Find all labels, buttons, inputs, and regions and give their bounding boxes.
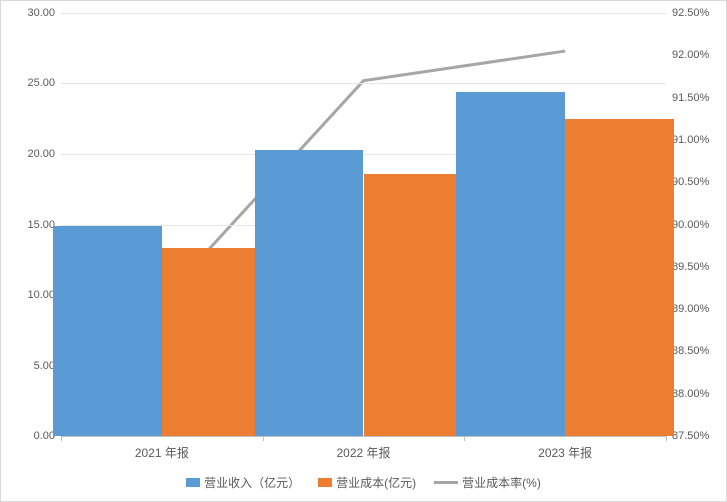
legend-label: 营业成本(亿元) xyxy=(336,474,416,491)
y-right-tick-label: 91.50% xyxy=(666,92,714,104)
x-tick xyxy=(263,436,264,441)
x-category-label: 2022 年报 xyxy=(336,436,390,461)
x-category-label: 2023 年报 xyxy=(538,436,592,461)
y-left-tick-label: 30.00 xyxy=(13,7,61,19)
grid-line xyxy=(61,83,666,84)
x-tick xyxy=(464,436,465,441)
y-right-tick-label: 92.50% xyxy=(666,7,714,19)
bar-revenue xyxy=(456,92,565,436)
bar-revenue xyxy=(255,150,364,436)
bar-cost xyxy=(565,119,674,436)
combo-chart: 0.005.0010.0015.0020.0025.0030.0087.50%8… xyxy=(0,0,727,502)
legend-label: 营业成本率(%) xyxy=(462,474,541,491)
legend-line-swatch xyxy=(434,481,458,484)
legend-item-cost_ratio: 营业成本率(%) xyxy=(434,474,541,491)
bar-revenue xyxy=(53,226,162,436)
legend: 营业收入（亿元） 营业成本(亿元) 营业成本率(%) xyxy=(1,474,726,491)
legend-item-revenue: 营业收入（亿元） xyxy=(186,474,300,491)
y-left-tick-label: 20.00 xyxy=(13,148,61,160)
legend-bar-swatch xyxy=(186,478,200,487)
x-category-label: 2021 年报 xyxy=(135,436,189,461)
legend-bar-swatch xyxy=(318,478,332,487)
plot-area: 0.005.0010.0015.0020.0025.0030.0087.50%8… xyxy=(61,13,666,437)
y-right-tick-label: 92.00% xyxy=(666,49,714,61)
legend-item-cost: 营业成本(亿元) xyxy=(318,474,416,491)
y-left-tick-label: 25.00 xyxy=(13,77,61,89)
x-tick xyxy=(666,436,667,441)
grid-line xyxy=(61,13,666,14)
x-tick xyxy=(61,436,62,441)
legend-label: 营业收入（亿元） xyxy=(204,474,300,491)
